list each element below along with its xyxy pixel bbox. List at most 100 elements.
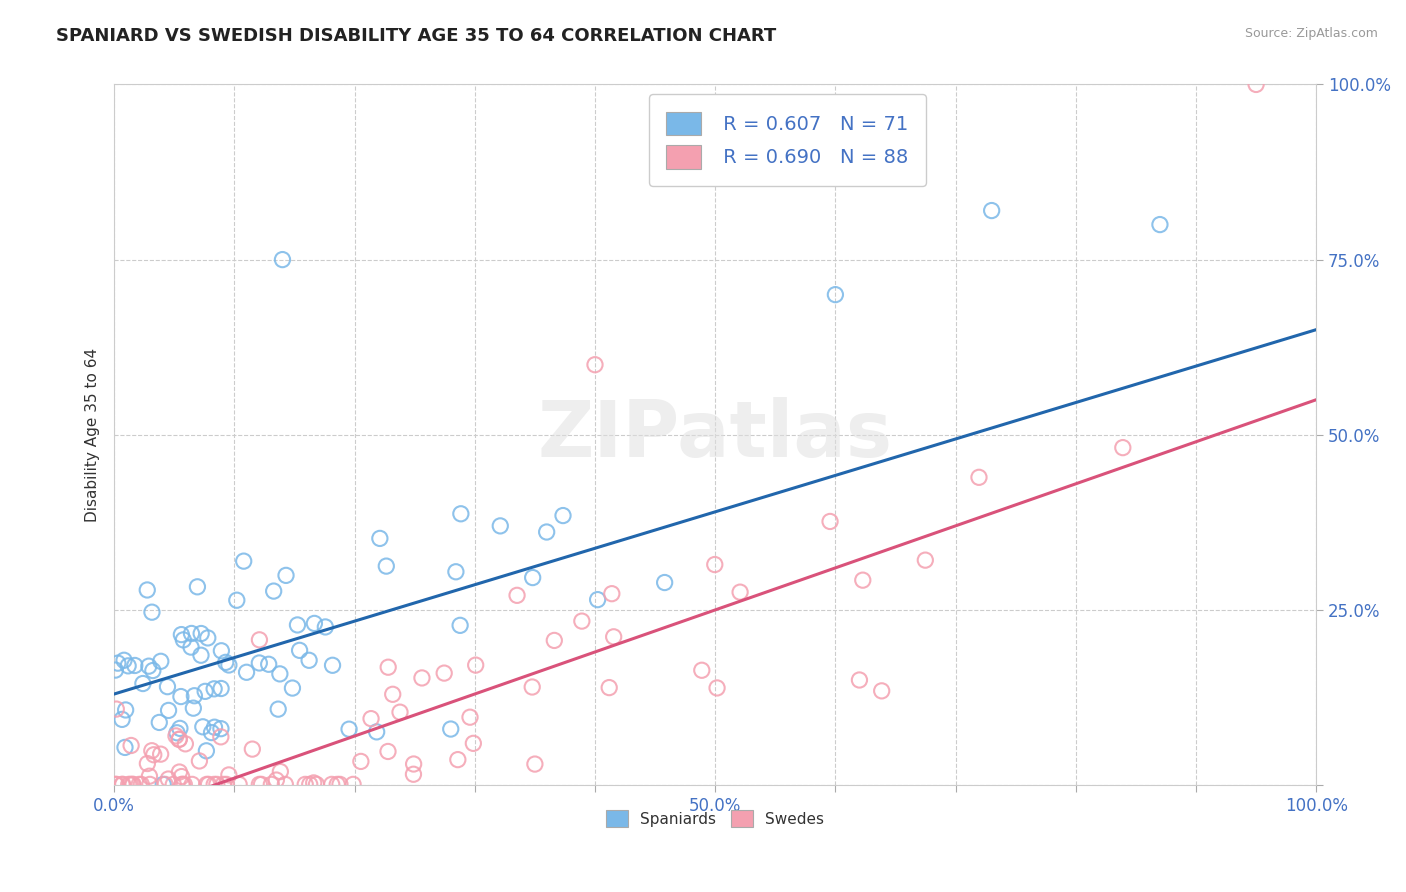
Point bbox=[166, 725, 188, 739]
Point bbox=[195, 777, 218, 791]
Point bbox=[464, 658, 486, 673]
Point bbox=[337, 722, 360, 736]
Point bbox=[181, 777, 204, 791]
Point bbox=[522, 571, 544, 585]
Point bbox=[598, 681, 620, 695]
Point bbox=[215, 777, 238, 791]
Point bbox=[114, 740, 136, 755]
Point bbox=[824, 287, 846, 301]
Point bbox=[111, 777, 134, 791]
Point bbox=[174, 737, 197, 751]
Point bbox=[124, 658, 146, 673]
Point bbox=[194, 684, 217, 698]
Point bbox=[169, 722, 191, 736]
Point bbox=[232, 554, 254, 568]
Legend: Spaniards, Swedes: Spaniards, Swedes bbox=[600, 804, 830, 833]
Point bbox=[209, 681, 232, 696]
Point bbox=[287, 618, 309, 632]
Point bbox=[209, 722, 232, 736]
Point bbox=[152, 777, 174, 791]
Point bbox=[153, 777, 176, 791]
Point bbox=[114, 703, 136, 717]
Point bbox=[848, 673, 870, 687]
Point bbox=[294, 777, 316, 791]
Point bbox=[186, 580, 208, 594]
Point bbox=[914, 553, 936, 567]
Text: ZIPatlas: ZIPatlas bbox=[537, 397, 893, 473]
Point bbox=[506, 588, 529, 602]
Point bbox=[444, 565, 467, 579]
Point bbox=[235, 665, 257, 680]
Point bbox=[304, 616, 326, 631]
Point bbox=[489, 519, 512, 533]
Point bbox=[257, 657, 280, 672]
Point bbox=[706, 681, 728, 695]
Point bbox=[195, 744, 218, 758]
Point bbox=[967, 470, 990, 484]
Point bbox=[1149, 218, 1171, 232]
Point bbox=[156, 680, 179, 694]
Point bbox=[980, 203, 1002, 218]
Point bbox=[157, 703, 180, 717]
Point bbox=[571, 614, 593, 628]
Point bbox=[212, 777, 235, 791]
Point bbox=[170, 770, 193, 784]
Point bbox=[274, 777, 297, 791]
Point bbox=[321, 777, 343, 791]
Point bbox=[600, 587, 623, 601]
Point bbox=[218, 768, 240, 782]
Point bbox=[360, 712, 382, 726]
Point bbox=[249, 632, 271, 647]
Point bbox=[281, 681, 304, 695]
Point bbox=[267, 702, 290, 716]
Point bbox=[209, 644, 232, 658]
Point bbox=[172, 777, 194, 791]
Point bbox=[107, 656, 129, 670]
Point bbox=[104, 777, 127, 791]
Point bbox=[225, 593, 247, 607]
Point bbox=[269, 666, 291, 681]
Point bbox=[132, 676, 155, 690]
Point bbox=[170, 627, 193, 641]
Point bbox=[188, 754, 211, 768]
Point bbox=[298, 653, 321, 667]
Point bbox=[202, 681, 225, 696]
Point bbox=[818, 515, 841, 529]
Point bbox=[128, 777, 150, 791]
Point bbox=[149, 654, 172, 668]
Point bbox=[202, 777, 225, 791]
Point bbox=[136, 582, 159, 597]
Point bbox=[162, 777, 184, 791]
Point bbox=[870, 684, 893, 698]
Point bbox=[458, 710, 481, 724]
Point bbox=[302, 776, 325, 790]
Point bbox=[433, 666, 456, 681]
Point bbox=[583, 358, 606, 372]
Point bbox=[105, 702, 128, 716]
Point bbox=[402, 767, 425, 781]
Point bbox=[388, 705, 411, 719]
Point bbox=[381, 687, 404, 701]
Point bbox=[104, 663, 127, 677]
Point bbox=[190, 648, 212, 663]
Point bbox=[172, 632, 194, 647]
Point bbox=[375, 559, 398, 574]
Point bbox=[136, 756, 159, 771]
Point bbox=[205, 777, 228, 791]
Point bbox=[586, 592, 609, 607]
Point bbox=[142, 664, 165, 678]
Point bbox=[326, 777, 349, 791]
Point bbox=[169, 765, 191, 780]
Point bbox=[169, 732, 191, 747]
Point bbox=[120, 777, 142, 791]
Point bbox=[117, 658, 139, 673]
Point bbox=[368, 532, 391, 546]
Point bbox=[342, 777, 364, 791]
Point bbox=[197, 631, 219, 645]
Point bbox=[463, 736, 485, 750]
Point bbox=[183, 689, 205, 703]
Text: SPANIARD VS SWEDISH DISABILITY AGE 35 TO 64 CORRELATION CHART: SPANIARD VS SWEDISH DISABILITY AGE 35 TO… bbox=[56, 27, 776, 45]
Point bbox=[218, 658, 240, 673]
Point bbox=[602, 630, 624, 644]
Point bbox=[447, 753, 470, 767]
